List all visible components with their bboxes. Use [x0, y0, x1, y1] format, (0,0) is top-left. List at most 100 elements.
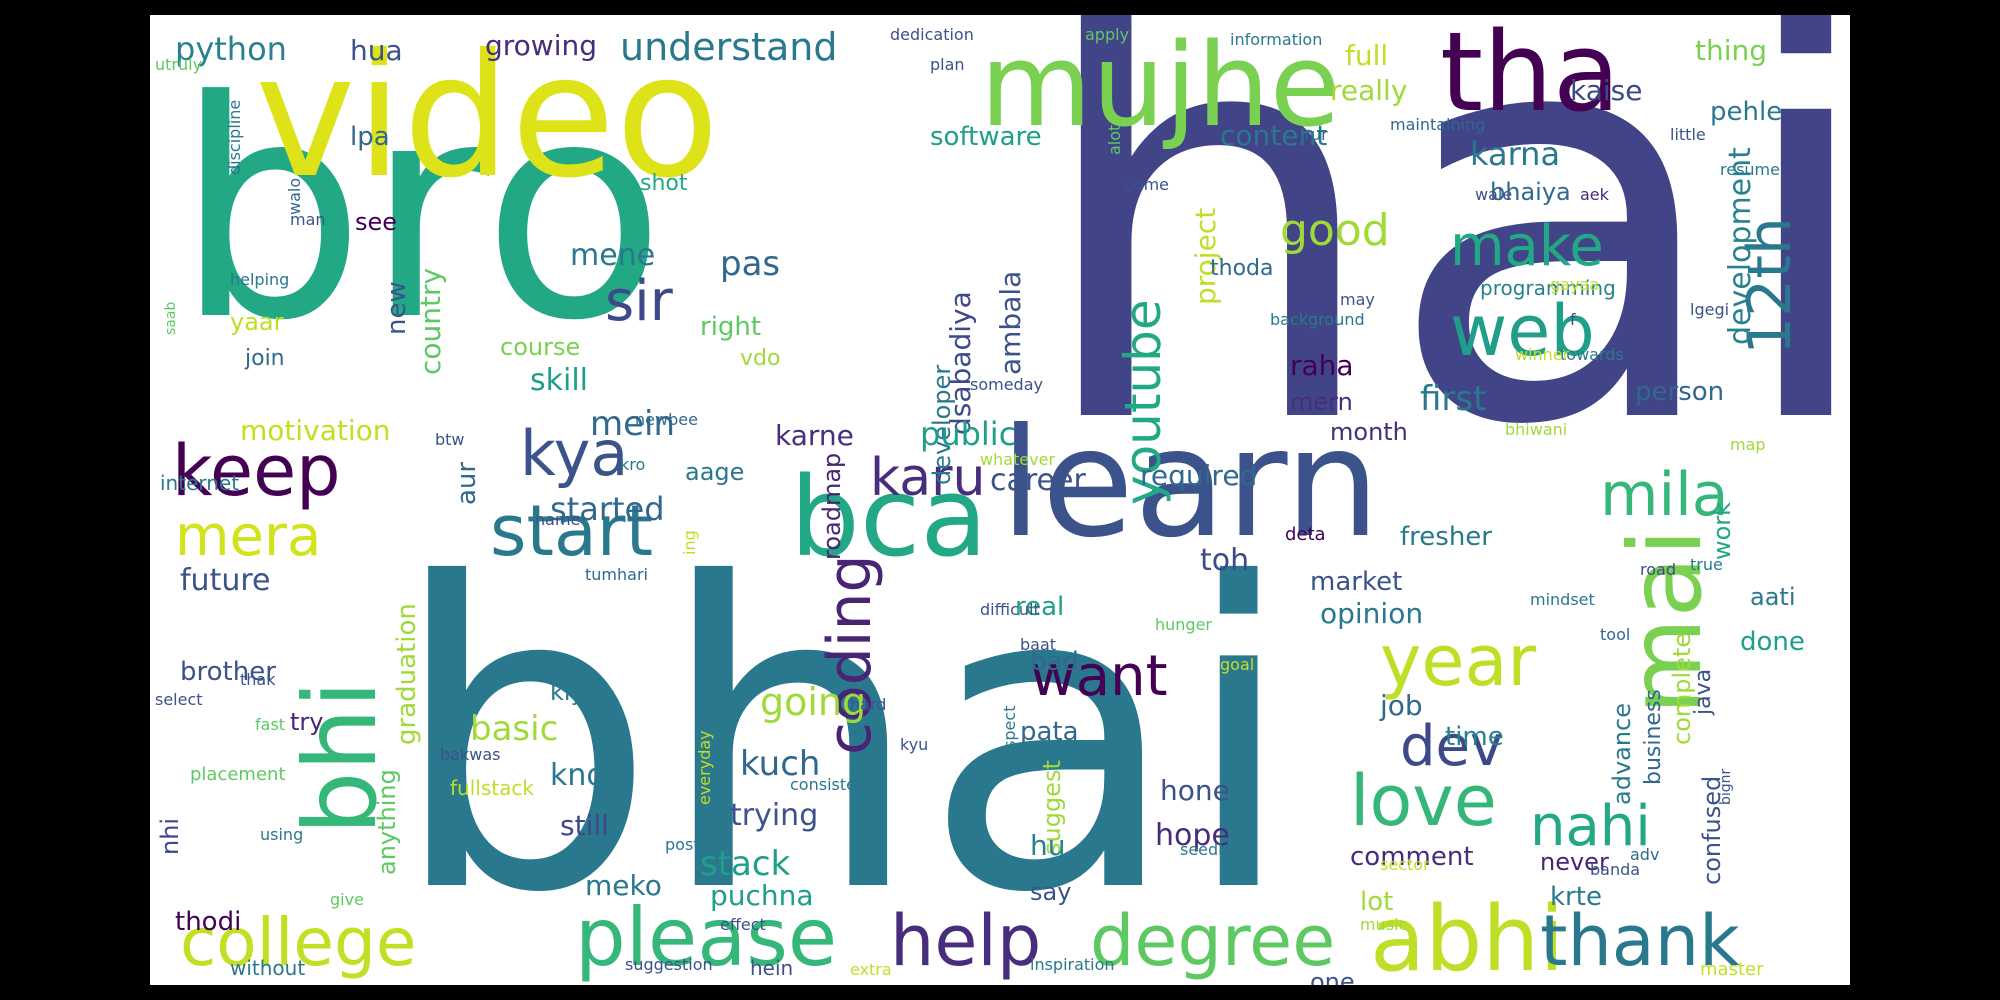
word-alot: alot	[1105, 125, 1124, 155]
word-bignr: bignr	[1718, 768, 1734, 805]
word-trying: trying	[730, 798, 818, 833]
word-ambala: ambala	[994, 271, 1027, 375]
word-select: select	[155, 690, 203, 709]
word-first: first	[1420, 379, 1486, 419]
word-kyu: kyu	[900, 735, 928, 754]
word-development: development	[1723, 147, 1758, 345]
word-mujhe: mujhe	[980, 19, 1341, 153]
word-hope: hope	[1155, 818, 1230, 853]
word-try: try	[290, 708, 323, 736]
word-deta: deta	[1285, 524, 1326, 545]
word-done: done	[1740, 627, 1805, 657]
word-goal: goal	[1220, 655, 1254, 674]
word-youtube: youtube	[1114, 299, 1172, 505]
word-12th: 12th	[1735, 217, 1805, 355]
word-bro: bro	[175, 37, 666, 386]
word-btw: btw	[435, 430, 465, 449]
word-bad: bad	[1030, 647, 1079, 677]
word-utruly: utruly	[155, 55, 202, 74]
word-sir: sir	[605, 269, 674, 334]
word-thak: thak	[240, 670, 276, 689]
word-never: never	[1540, 848, 1609, 876]
word-bhiwani: bhiwani	[1505, 420, 1567, 439]
word-karna: karna	[1470, 135, 1560, 173]
word-using: using	[260, 825, 303, 844]
word-bhaiya: bhaiya	[1490, 178, 1571, 206]
word-hunger: hunger	[1155, 615, 1212, 634]
word-video: video	[255, 18, 719, 216]
word-one: one	[1310, 968, 1355, 985]
word-everyday: everyday	[695, 730, 714, 805]
word-programming: programming	[1480, 276, 1616, 300]
word-posted: posted	[665, 835, 720, 854]
word-roadmap: roadmap	[818, 453, 846, 560]
word-helping: helping	[230, 270, 289, 289]
word-toh: toh	[1200, 543, 1249, 578]
word-kro: kro	[620, 455, 645, 474]
word-kya: kya	[520, 417, 628, 490]
word-aek: aek	[1580, 185, 1610, 204]
word-internet: internet	[160, 471, 239, 495]
word-towards: towards	[1560, 345, 1624, 364]
word-join: join	[244, 346, 285, 371]
word-mein: mein	[590, 404, 675, 444]
word-python: python	[175, 30, 287, 68]
word-raha: raha	[1290, 349, 1354, 382]
word-person: person	[1635, 377, 1724, 407]
word-extra: extra	[850, 960, 892, 979]
word-saab: saab	[163, 302, 179, 335]
word-hai: hai	[1030, 15, 1850, 548]
word-growing: growing	[485, 29, 597, 62]
word-motivation: motivation	[240, 414, 391, 447]
word-abhi: abhi	[1370, 887, 1564, 985]
word-right: right	[700, 312, 761, 342]
word-please: please	[575, 891, 837, 984]
word-say: say	[1030, 878, 1071, 906]
word-see: see	[355, 208, 397, 236]
word-placement: placement	[190, 764, 286, 785]
word-hua: hua	[350, 34, 403, 67]
word-future: future	[180, 563, 270, 598]
word-difficult: difficult	[980, 600, 1040, 619]
word-make: make	[1450, 214, 1604, 279]
word-learn: learn	[1000, 397, 1380, 571]
word-wale: wale	[1475, 185, 1512, 204]
word-business: business	[1641, 689, 1666, 785]
word-lpa: lpa	[350, 122, 390, 152]
word-job: job	[1379, 689, 1423, 722]
word-tumhari: tumhari	[585, 565, 648, 584]
word-hein: hein	[750, 956, 793, 980]
word-newbee: newbee	[635, 410, 698, 429]
word-required: required	[1140, 459, 1257, 492]
word-new: new	[382, 281, 412, 335]
word-inspiration: inspiration	[1030, 955, 1115, 974]
word-graduation: graduation	[392, 603, 422, 745]
word-gayaa: gayaa	[1550, 275, 1599, 294]
word-hard: hard	[850, 695, 886, 714]
word-market: market	[1310, 567, 1402, 597]
word-opinion: opinion	[1320, 597, 1423, 630]
word-give: give	[330, 890, 364, 909]
word-kaise: kaise	[1570, 74, 1642, 107]
word-krte: krte	[1550, 882, 1602, 912]
word-karne: karne	[775, 419, 854, 452]
word-time: time	[1445, 722, 1504, 752]
word-mai: mai	[1607, 529, 1724, 715]
word-software: software	[930, 122, 1042, 152]
word-meko: meko	[585, 869, 662, 902]
word-thank: thank	[1540, 900, 1740, 982]
word-banda: banda	[1590, 860, 1640, 879]
word-maintaining: maintaining	[1390, 115, 1485, 134]
word-plan: plan	[930, 55, 965, 74]
word-fast: fast	[255, 715, 285, 734]
word-basic: basic	[470, 709, 558, 749]
word-pas: pas	[720, 244, 780, 284]
word-effect: effect	[720, 915, 766, 934]
word-thoda: thoda	[1210, 256, 1273, 281]
word-mindset: mindset	[1530, 590, 1595, 609]
word-want: want	[1030, 644, 1168, 709]
word-mera: mera	[175, 504, 321, 569]
word-music: music	[1360, 915, 1407, 934]
word-month: month	[1330, 418, 1408, 446]
